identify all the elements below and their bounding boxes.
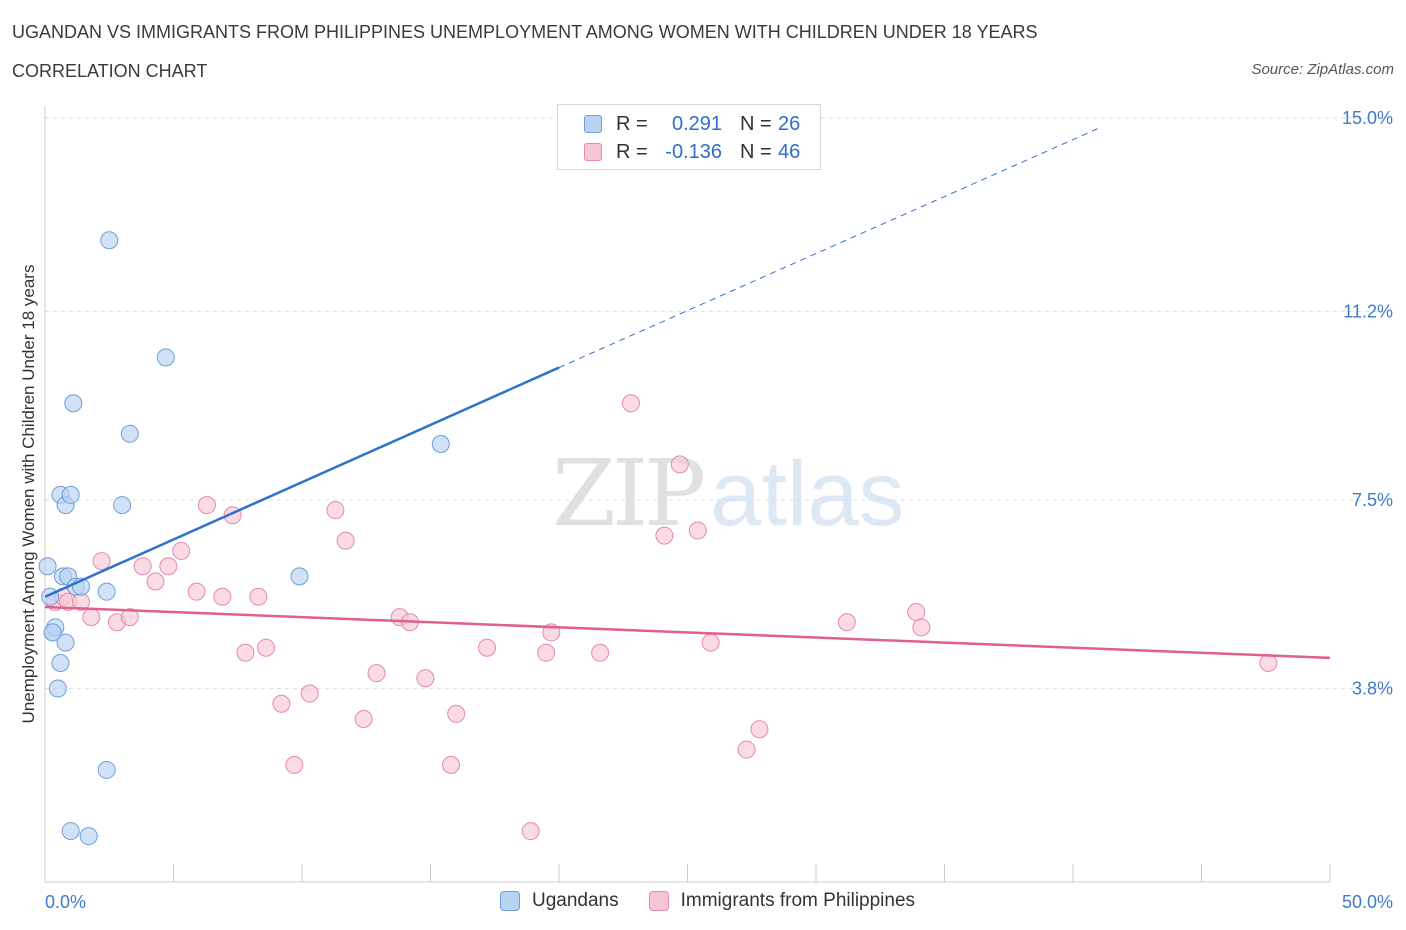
philippines-point	[336, 531, 355, 550]
ugandans-point	[48, 679, 67, 698]
legend-item-ugandans[interactable]: Ugandans	[500, 890, 619, 912]
ugandans-swatch	[500, 891, 520, 911]
ugandans-trend-line	[44, 366, 560, 598]
r-value: -0.136	[665, 140, 722, 163]
ugandans-point	[290, 567, 309, 586]
chart-title: UGANDAN VS IMMIGRANTS FROM PHILIPPINES U…	[12, 22, 1038, 42]
x-tick-label: 0.0%	[45, 892, 86, 912]
series-legend: Ugandans Immigrants from Philippines	[500, 890, 945, 912]
philippines-point	[750, 720, 769, 739]
ugandans-point	[51, 653, 70, 672]
tick-labels: 3.8% 7.5% 11.2% 15.0% 0.0% 50.0%	[45, 108, 1393, 912]
philippines-point	[447, 704, 466, 723]
legend-label-ugandans: Ugandans	[532, 890, 619, 911]
philippines-point	[272, 694, 291, 713]
ugandans-point	[156, 348, 175, 367]
philippines-point	[300, 684, 319, 703]
source-credit: Source: ZipAtlas.com	[1251, 61, 1394, 78]
philippines-point	[907, 603, 926, 622]
r-label: R =	[616, 140, 648, 163]
chart-subtitle: CORRELATION CHART	[12, 61, 208, 81]
philippines-point	[213, 587, 232, 606]
philippines-point	[257, 638, 276, 657]
stats-legend: R = 0.291 N = 26 R = -0.136 N = 46	[557, 104, 821, 170]
ugandans-point	[113, 496, 132, 515]
n-value: 26	[778, 112, 801, 135]
philippines-point	[236, 643, 255, 662]
philippines-point	[670, 455, 689, 474]
philippines-point	[1259, 653, 1278, 672]
philippines-point	[120, 608, 139, 627]
philippines-point	[837, 613, 856, 632]
ugandans-point	[97, 760, 116, 779]
philippines-point	[367, 664, 386, 683]
philippines-point	[478, 638, 497, 657]
y-tick-label: 7.5%	[1352, 490, 1393, 510]
philippines-point	[159, 557, 178, 576]
philippines-point	[172, 541, 191, 560]
x-tick-label: 50.0%	[1342, 892, 1393, 912]
ugandans-point	[38, 557, 57, 576]
trend-lines	[44, 127, 1331, 660]
philippines-point	[82, 608, 101, 627]
philippines-point	[187, 582, 206, 601]
legend-label-philippines: Immigrants from Philippines	[680, 890, 916, 911]
r-label: R =	[616, 112, 648, 135]
philippines-point	[146, 572, 165, 591]
philippines-point	[737, 740, 756, 759]
philippines-point	[701, 633, 720, 652]
philippines-point	[354, 710, 373, 729]
philippines-point	[912, 618, 931, 637]
philippines-point	[655, 526, 674, 545]
ugandans-point	[79, 827, 98, 846]
y-axis-label: Unemployment Among Women with Children U…	[19, 265, 38, 724]
legend-item-philippines[interactable]: Immigrants from Philippines	[648, 890, 916, 912]
legend-row-philippines: R = -0.136 N = 46	[584, 140, 800, 164]
philippines-point	[442, 755, 461, 774]
philippines-point	[688, 521, 707, 540]
ugandans-point	[61, 822, 80, 841]
ugandans-point	[61, 485, 80, 504]
philippines-swatch	[648, 891, 669, 911]
ugandans-point	[64, 394, 83, 413]
watermark-atlas: atlas	[710, 443, 905, 545]
philippines-point	[249, 587, 268, 606]
ugandans-point	[56, 633, 75, 652]
n-value: 46	[778, 140, 801, 163]
philippines-point	[92, 552, 111, 571]
ugandans-point	[97, 582, 116, 601]
ugandans-point	[100, 231, 119, 250]
philippines-point	[285, 755, 304, 774]
ugandans-point	[120, 424, 139, 443]
philippines-point	[537, 643, 556, 662]
n-label: N =	[740, 140, 772, 163]
y-tick-label: 15.0%	[1342, 108, 1393, 128]
legend-row-ugandans: R = 0.291 N = 26	[584, 112, 800, 136]
philippines-point	[133, 557, 152, 576]
y-tick-label: 11.2%	[1343, 302, 1393, 322]
r-value: 0.291	[671, 112, 722, 135]
ugandans-swatch	[584, 115, 602, 133]
axes	[44, 106, 1331, 883]
watermark: ZIPatlas	[552, 440, 905, 547]
ugandans-point	[43, 623, 62, 642]
philippines-swatch	[584, 143, 602, 161]
philippines-point	[621, 394, 640, 413]
y-tick-label: 3.8%	[1352, 678, 1393, 698]
philippines-point	[416, 669, 435, 688]
ugandans-points	[38, 231, 450, 846]
philippines-point	[591, 643, 610, 662]
philippines-trend-line	[44, 605, 1331, 660]
philippines-point	[521, 822, 540, 841]
philippines-point	[326, 501, 345, 520]
philippines-points	[46, 394, 1278, 841]
philippines-point	[197, 496, 216, 515]
gridlines	[45, 117, 1390, 689]
n-label: N =	[740, 112, 772, 135]
ugandans-point	[431, 434, 450, 453]
